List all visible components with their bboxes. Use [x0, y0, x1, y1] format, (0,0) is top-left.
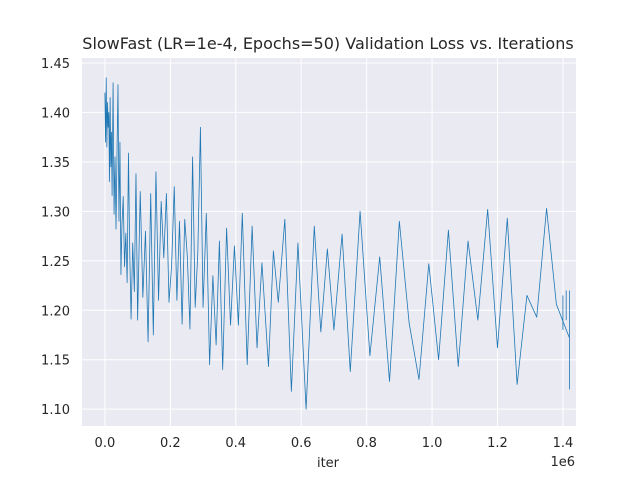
y-tick-label: 1.35	[41, 156, 70, 171]
grid	[82, 58, 576, 426]
x-axis-label: iter	[317, 456, 340, 471]
x-tick-label: 0.0	[95, 436, 116, 451]
x-tick-label: 1.4	[553, 436, 574, 451]
y-axis: 1.10 1.15 1.20 1.25 1.30 1.35 1.40 1.45	[41, 57, 70, 418]
x-axis: 0.0 0.2 0.4 0.6 0.8 1.0 1.2 1.4	[95, 436, 574, 451]
y-tick-label: 1.15	[41, 354, 70, 369]
x-tick-label: 1.0	[422, 436, 443, 451]
x-tick-label: 0.2	[160, 436, 181, 451]
y-tick-label: 1.20	[41, 304, 70, 319]
y-tick-label: 1.40	[41, 106, 70, 121]
x-tick-label: 0.8	[356, 436, 377, 451]
x-tick-label: 0.6	[291, 436, 312, 451]
x-tick-label: 0.4	[225, 436, 246, 451]
x-axis-offset: 1e6	[550, 455, 575, 470]
series-line	[104, 77, 570, 410]
series-layer	[104, 77, 570, 410]
chart-title: SlowFast (LR=1e-4, Epochs=50) Validation…	[82, 34, 573, 53]
y-tick-label: 1.25	[41, 255, 70, 270]
plot-area	[82, 58, 576, 426]
y-tick-label: 1.30	[41, 205, 70, 220]
x-tick-label: 1.2	[487, 436, 508, 451]
y-tick-label: 1.45	[41, 57, 70, 72]
y-tick-label: 1.10	[41, 403, 70, 418]
